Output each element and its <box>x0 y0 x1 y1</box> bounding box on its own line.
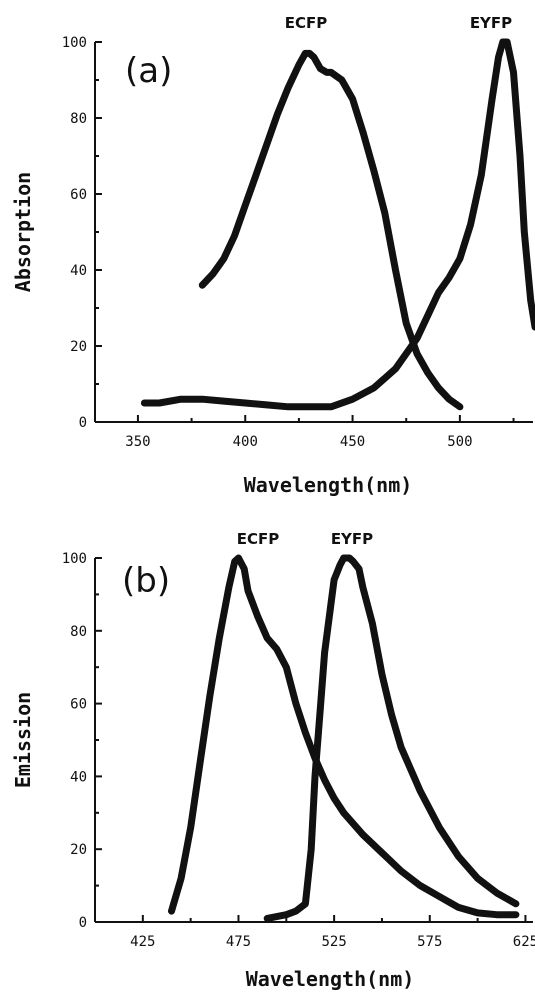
panel-a-y-tick-label: 100 <box>62 35 87 51</box>
panel-b-y-tick-label: 0 <box>79 915 87 931</box>
panel-a-series-ecfp-label: ECFP <box>285 14 328 32</box>
panel-b-x-tick-label: 525 <box>321 934 346 950</box>
panel-a-y-tick-label: 20 <box>70 339 87 355</box>
panel-b-y-axis-title: Emission <box>11 692 35 788</box>
panel-a-x-axis-title: Wavelength(nm) <box>244 473 413 497</box>
panel-b-x-tick-label: 575 <box>417 934 442 950</box>
panel-b-series-ecfp-label: ECFP <box>237 530 280 548</box>
panel-b-series-eyfp-line <box>263 554 520 922</box>
panel-a-y-tick-label: 0 <box>79 415 87 431</box>
panel-b-x-tick-label: 625 <box>513 934 535 950</box>
panel-b-y-tick-label: 20 <box>70 842 87 858</box>
panel-b-y-tick-label: 60 <box>70 697 87 713</box>
panel-b-label: (b) <box>122 561 170 601</box>
panel-a-y-tick-label: 60 <box>70 187 87 203</box>
panel-a-series-eyfp-label: EYFP <box>470 14 512 32</box>
panel-a-x-tick-label: 450 <box>340 434 365 450</box>
panel-a-series-eyfp-line <box>140 38 535 411</box>
panel-a-y-tick-label: 80 <box>70 111 87 127</box>
panel-a-x-tick-label: 350 <box>125 434 150 450</box>
panel-a-y-tick-label: 40 <box>70 263 87 279</box>
panel-a-series-ecfp-line <box>198 49 464 411</box>
panel-a-x-tick-label: 400 <box>233 434 258 450</box>
panel-b-y-tick-label: 40 <box>70 769 87 785</box>
panel-a-label: (a) <box>125 51 172 91</box>
panel-b-x-tick-label: 425 <box>130 934 155 950</box>
panel-b-x-tick-label: 475 <box>226 934 251 950</box>
panel-b-series-eyfp-label: EYFP <box>331 530 373 548</box>
panel-a-x-tick-label: 500 <box>447 434 472 450</box>
panel-b-y-tick-label: 100 <box>62 551 87 567</box>
panel-b-y-tick-label: 80 <box>70 624 87 640</box>
panel-a-y-axis-title: Absorption <box>11 172 35 292</box>
panel-b-series-ecfp-line <box>168 554 520 919</box>
panel-b-x-axis-title: Wavelength(nm) <box>246 967 415 991</box>
